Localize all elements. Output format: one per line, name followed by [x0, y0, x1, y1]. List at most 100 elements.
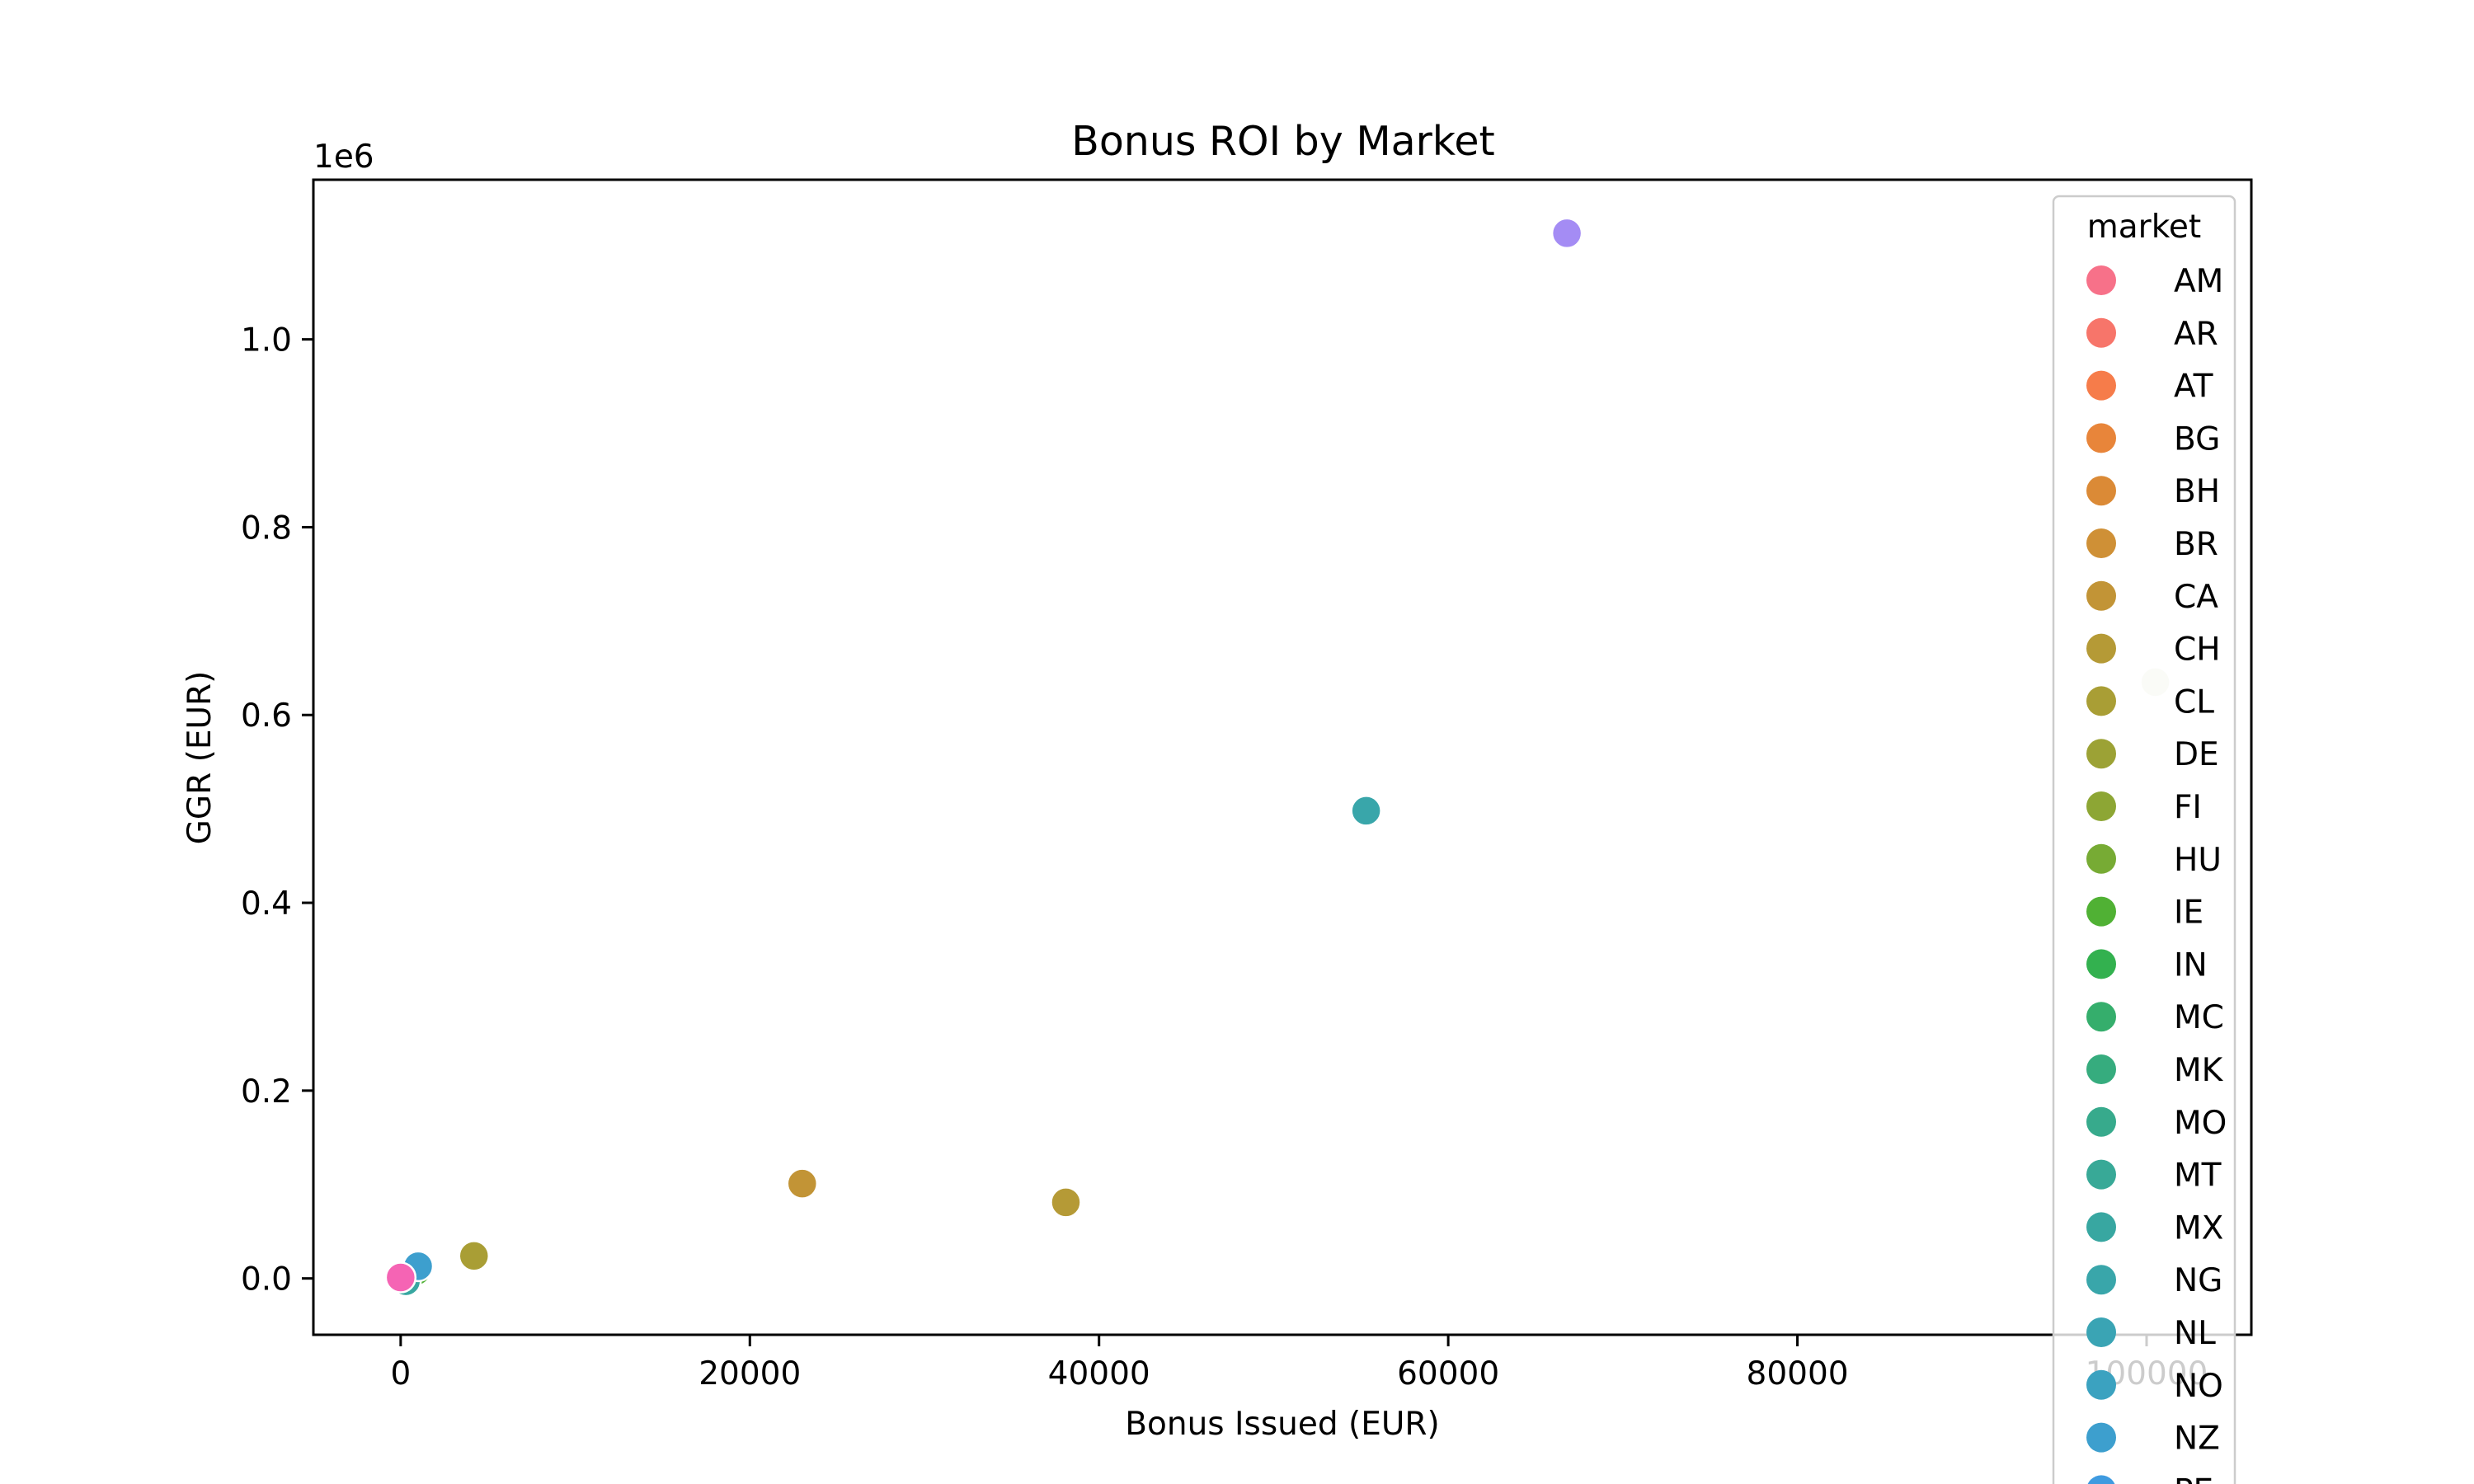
legend-label: CH	[2174, 632, 2221, 669]
legend-marker	[2086, 370, 2116, 401]
legend-label: BR	[2174, 526, 2218, 563]
legend-marker	[2086, 265, 2116, 295]
x-tick-label: 80000	[1747, 1355, 1849, 1392]
legend-entry-pe: PE	[2087, 1472, 2213, 1484]
legend-marker	[2087, 1475, 2115, 1484]
legend-entry-nl: NL	[2086, 1315, 2216, 1352]
legend-label: MX	[2174, 1209, 2223, 1247]
y-tick-label: 0.4	[241, 885, 292, 923]
legend-marker	[2086, 1265, 2116, 1295]
legend-marker	[2086, 1002, 2116, 1032]
legend-marker	[2086, 896, 2116, 927]
scatter-point-9	[384, 1261, 417, 1294]
legend-label: NO	[2174, 1368, 2223, 1405]
legend-label: AT	[2174, 369, 2213, 406]
legend-entry-bg: BG	[2086, 420, 2220, 458]
legend-title: market	[2087, 209, 2201, 246]
legend-entry-ca: CA	[2086, 579, 2218, 616]
legend-label: IN	[2174, 946, 2208, 984]
chart-title: Bonus ROI by Market	[1071, 118, 1495, 165]
x-tick-label: 20000	[698, 1355, 801, 1392]
scatter-points	[384, 217, 2171, 1298]
legend-marker	[2086, 423, 2116, 453]
legend-entry-at: AT	[2086, 369, 2213, 406]
legend-label: CA	[2174, 579, 2218, 616]
legend-entry-fi: FI	[2086, 789, 2202, 826]
legend-marker	[2086, 949, 2116, 979]
legend-marker	[2086, 580, 2116, 611]
legend-entry-mo: MO	[2086, 1105, 2227, 1142]
legend-label: MO	[2174, 1105, 2227, 1142]
y-tick-label: 1.0	[241, 322, 292, 359]
legend-marker	[2086, 1369, 2116, 1400]
legend-label: AM	[2174, 263, 2223, 300]
legend-entry-mt: MT	[2086, 1158, 2222, 1195]
legend-marker	[2086, 739, 2116, 769]
y-axis-label: GGR (EUR)	[181, 671, 219, 845]
legend-label: BG	[2174, 420, 2220, 458]
legend-marker	[2086, 528, 2116, 558]
legend-label: NL	[2174, 1315, 2216, 1352]
legend-entry-bh: BH	[2086, 473, 2220, 510]
x-tick-label: 40000	[1048, 1355, 1150, 1392]
legend-entry-in: IN	[2086, 946, 2208, 984]
legend-entry-am: AM	[2086, 263, 2223, 300]
legend-label: BH	[2174, 473, 2220, 510]
legend-marker	[2086, 791, 2116, 821]
x-tick-label: 0	[390, 1355, 411, 1392]
legend-marker	[2086, 633, 2116, 664]
legend-marker	[2086, 476, 2116, 506]
scatter-point-5	[458, 1240, 491, 1272]
legend-label: IE	[2174, 895, 2204, 932]
legend-marker	[2086, 317, 2116, 348]
legend-entry-ng: NG	[2086, 1262, 2222, 1299]
scatter-point-2	[1350, 795, 1382, 827]
legend-entry-ar: AR	[2086, 316, 2218, 353]
legend-label: HU	[2174, 842, 2222, 879]
legend: market AM AR AT BG BH BR CA CH CL DE FI HU IE IN MC MK M…	[2052, 195, 2236, 1484]
legend-marker	[2086, 843, 2116, 874]
y-tick-label: 0.2	[241, 1073, 292, 1111]
x-tick-label: 60000	[1397, 1355, 1499, 1392]
legend-marker	[2086, 1317, 2116, 1347]
legend-marker	[2086, 1212, 2116, 1242]
legend-marker	[2086, 1422, 2116, 1453]
legend-label: CL	[2174, 683, 2214, 721]
legend-label: DE	[2174, 736, 2219, 773]
legend-label: NZ	[2174, 1421, 2220, 1458]
legend-entry-hu: HU	[2086, 842, 2222, 879]
legend-entry-ch: CH	[2086, 632, 2221, 669]
legend-entries: AM AR AT BG BH BR CA CH CL DE FI HU IE IN MC MK MO MT MX NG…	[2086, 263, 2227, 1484]
legend-marker	[2086, 1159, 2116, 1190]
legend-entry-mk: MK	[2086, 1052, 2224, 1089]
legend-entry-de: DE	[2086, 736, 2219, 773]
y-axis-ticks: 0.0 0.2 0.4 0.6 0.8 1.0	[241, 322, 313, 1298]
legend-label: FI	[2174, 789, 2202, 826]
y-tick-label: 0.6	[241, 697, 292, 735]
legend-entry-mx: MX	[2086, 1209, 2223, 1247]
legend-entry-nz: NZ	[2086, 1421, 2220, 1458]
legend-marker	[2086, 1106, 2116, 1137]
legend-marker	[2086, 686, 2116, 716]
legend-label: AR	[2174, 316, 2218, 353]
legend-entry-cl: CL	[2086, 683, 2214, 721]
legend-entry-no: NO	[2086, 1368, 2223, 1405]
legend-label: MT	[2174, 1158, 2222, 1195]
legend-label: MK	[2174, 1052, 2224, 1089]
legend-entry-br: BR	[2086, 526, 2218, 563]
legend-label: PE	[2174, 1472, 2213, 1484]
y-tick-label: 0.0	[241, 1261, 292, 1298]
scatter-point-0	[1550, 217, 1583, 250]
x-axis-label: Bonus Issued (EUR)	[1125, 1406, 1440, 1443]
legend-entry-ie: IE	[2086, 895, 2204, 932]
scatter-point-3	[786, 1167, 819, 1200]
legend-label: NG	[2174, 1262, 2222, 1299]
scatter-point-4	[1050, 1186, 1082, 1219]
legend-label: MC	[2174, 999, 2224, 1036]
legend-marker	[2086, 1054, 2116, 1084]
y-tick-label: 0.8	[241, 510, 292, 547]
y-offset-label: 1e6	[313, 139, 374, 176]
legend-entry-mc: MC	[2086, 999, 2224, 1036]
